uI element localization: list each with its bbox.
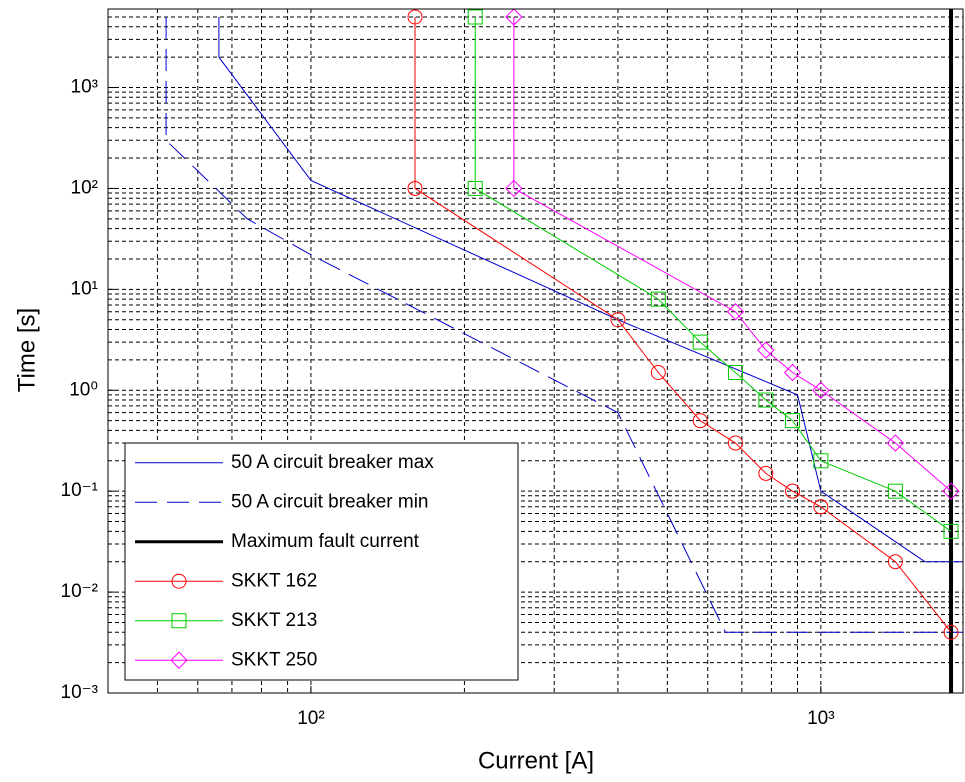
- marker: [505, 9, 523, 26]
- marker: [887, 483, 903, 499]
- marker: [942, 482, 960, 500]
- marker: [943, 624, 959, 640]
- marker: [758, 465, 774, 481]
- marker: [812, 381, 830, 399]
- marker: [407, 9, 423, 25]
- y-tick-label: 10³: [71, 77, 98, 98]
- marker: [758, 392, 774, 408]
- y-tick-label: 10⁻³: [61, 682, 99, 703]
- marker: [757, 341, 775, 359]
- y-tick-label: 10⁻¹: [61, 480, 99, 501]
- marker: [943, 523, 959, 539]
- legend-label: 50 A circuit breaker max: [231, 452, 434, 473]
- marker: [727, 435, 743, 451]
- marker: [692, 334, 708, 350]
- marker: [726, 303, 745, 321]
- y-tick-label: 10¹: [71, 278, 98, 299]
- x-tick-label: 10²: [297, 708, 324, 729]
- marker: [783, 363, 802, 382]
- legend-label: SKKT 213: [231, 610, 317, 631]
- legend-label: 50 A circuit breaker min: [231, 491, 428, 512]
- marker: [692, 413, 708, 429]
- legend-label: SKKT 250: [231, 649, 317, 670]
- series-line: [165, 16, 963, 633]
- legend-marker: [171, 613, 187, 629]
- legend-label: Maximum fault current: [231, 531, 420, 552]
- x-tick-label: 10³: [807, 708, 834, 729]
- y-tick-label: 10⁻²: [61, 581, 99, 602]
- marker: [813, 453, 829, 469]
- legend-marker: [171, 573, 187, 589]
- marker: [785, 413, 801, 429]
- series-line: [414, 16, 952, 633]
- marker: [785, 483, 801, 499]
- plot-lines: [165, 9, 963, 693]
- legend-marker: [170, 651, 188, 669]
- marker: [727, 364, 743, 380]
- y-axis-label: Time [s]: [13, 308, 40, 392]
- legend-label: SKKT 162: [231, 570, 317, 591]
- y-tick-label: 10²: [71, 177, 98, 198]
- series-line: [218, 16, 963, 563]
- series-line: [513, 16, 952, 492]
- y-tick-label: 10⁰: [69, 379, 98, 400]
- marker: [610, 312, 626, 328]
- marker: [813, 499, 829, 515]
- marker: [650, 364, 666, 380]
- marker: [650, 291, 666, 307]
- marker: [467, 180, 483, 196]
- plot-frame: [107, 8, 964, 694]
- marker: [505, 179, 523, 198]
- x-axis-label: Current [A]: [478, 747, 594, 774]
- series-line: [474, 16, 952, 532]
- marker: [887, 554, 903, 570]
- legend-box: [124, 442, 519, 681]
- marker: [467, 9, 483, 25]
- marker: [886, 434, 905, 452]
- marker: [407, 180, 423, 196]
